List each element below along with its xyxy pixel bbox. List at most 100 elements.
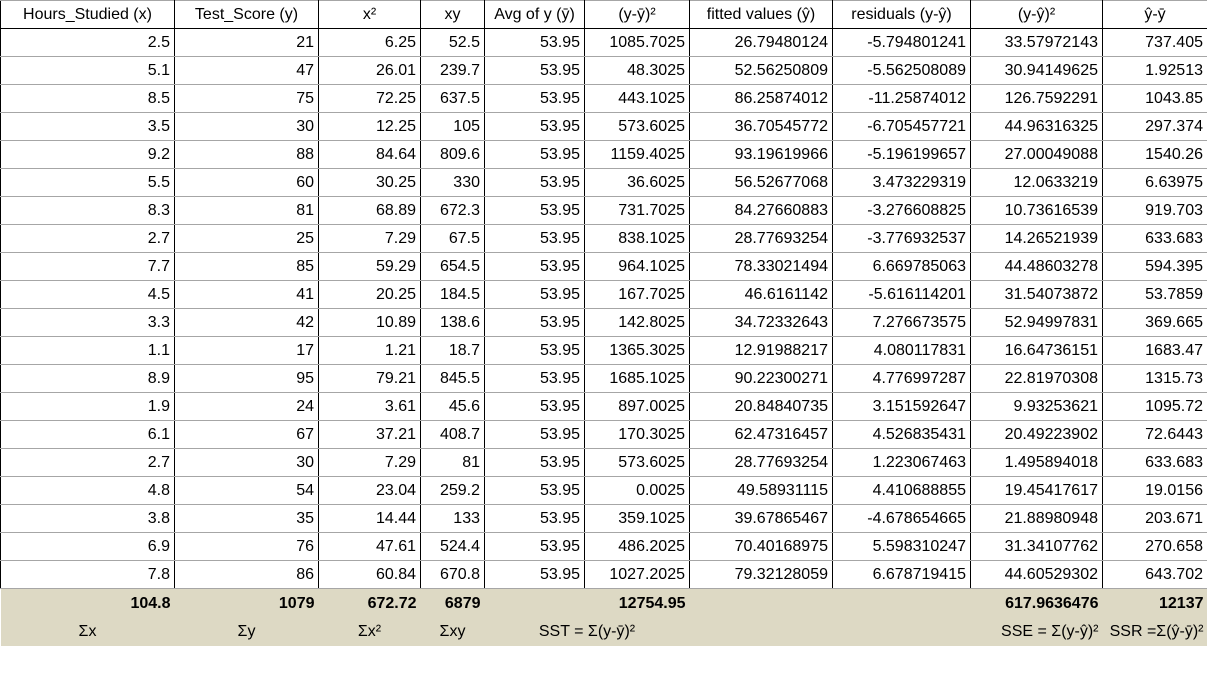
label-sum-xy[interactable]: Σxy bbox=[420, 618, 485, 646]
cell-fitted-minus-mean[interactable]: 633.683 bbox=[1102, 448, 1207, 477]
cell-fitted-value[interactable]: 34.72332643 bbox=[689, 308, 833, 337]
cell-hours-studied[interactable]: 6.9 bbox=[0, 532, 175, 561]
cell-hours-studied[interactable]: 6.1 bbox=[0, 420, 175, 449]
cell-avg-y[interactable]: 53.95 bbox=[484, 308, 585, 337]
cell-fitted-minus-mean[interactable]: 270.658 bbox=[1102, 532, 1207, 561]
cell-fitted-value[interactable]: 12.91988217 bbox=[689, 336, 833, 365]
cell-avg-y[interactable]: 53.95 bbox=[484, 196, 585, 225]
cell-fitted-value[interactable]: 90.22300271 bbox=[689, 364, 833, 393]
cell-residual-sq[interactable]: 52.94997831 bbox=[970, 308, 1103, 337]
cell-residual[interactable]: -4.678654665 bbox=[832, 504, 971, 533]
cell-avg-y[interactable]: 53.95 bbox=[484, 420, 585, 449]
total-empty-1[interactable] bbox=[484, 588, 585, 619]
total-empty-3[interactable] bbox=[832, 588, 971, 619]
cell-x-squared[interactable]: 14.44 bbox=[318, 504, 421, 533]
cell-hours-studied[interactable]: 5.5 bbox=[0, 168, 175, 197]
cell-test-score[interactable]: 25 bbox=[174, 224, 319, 253]
cell-test-score[interactable]: 76 bbox=[174, 532, 319, 561]
cell-test-score[interactable]: 21 bbox=[174, 28, 319, 57]
cell-residual-sq[interactable]: 12.0633219 bbox=[970, 168, 1103, 197]
header-fitted-values[interactable]: fitted values (ŷ) bbox=[689, 0, 833, 29]
cell-residual[interactable]: 4.080117831 bbox=[832, 336, 971, 365]
cell-residual[interactable]: -3.776932537 bbox=[832, 224, 971, 253]
cell-fitted-minus-mean[interactable]: 643.702 bbox=[1102, 560, 1207, 589]
header-avg-y[interactable]: Avg of y (ȳ) bbox=[484, 0, 585, 29]
label-sum-x[interactable]: Σx bbox=[0, 618, 175, 646]
header-y-minus-mean-sq[interactable]: (y-ȳ)² bbox=[584, 0, 690, 29]
cell-y-minus-mean-sq[interactable]: 142.8025 bbox=[584, 308, 690, 337]
cell-residual[interactable]: -3.276608825 bbox=[832, 196, 971, 225]
cell-fitted-minus-mean[interactable]: 6.63975 bbox=[1102, 168, 1207, 197]
cell-residual[interactable]: -5.794801241 bbox=[832, 28, 971, 57]
cell-residual[interactable]: 3.151592647 bbox=[832, 392, 971, 421]
cell-test-score[interactable]: 17 bbox=[174, 336, 319, 365]
cell-residual[interactable]: -6.705457721 bbox=[832, 112, 971, 141]
cell-residual-sq[interactable]: 21.88980948 bbox=[970, 504, 1103, 533]
cell-fitted-value[interactable]: 62.47316457 bbox=[689, 420, 833, 449]
cell-fitted-value[interactable]: 49.58931115 bbox=[689, 476, 833, 505]
cell-hours-studied[interactable]: 1.9 bbox=[0, 392, 175, 421]
cell-residual-sq[interactable]: 31.34107762 bbox=[970, 532, 1103, 561]
cell-fitted-minus-mean[interactable]: 1043.85 bbox=[1102, 84, 1207, 113]
header-hours-studied[interactable]: Hours_Studied (x) bbox=[0, 0, 175, 29]
cell-fitted-minus-mean[interactable]: 919.703 bbox=[1102, 196, 1207, 225]
cell-y-minus-mean-sq[interactable]: 731.7025 bbox=[584, 196, 690, 225]
cell-residual-sq[interactable]: 19.45417617 bbox=[970, 476, 1103, 505]
cell-avg-y[interactable]: 53.95 bbox=[484, 56, 585, 85]
cell-hours-studied[interactable]: 7.8 bbox=[0, 560, 175, 589]
cell-hours-studied[interactable]: 4.5 bbox=[0, 280, 175, 309]
cell-fitted-value[interactable]: 28.77693254 bbox=[689, 224, 833, 253]
cell-xy[interactable]: 184.5 bbox=[420, 280, 485, 309]
cell-x-squared[interactable]: 7.29 bbox=[318, 224, 421, 253]
cell-x-squared[interactable]: 47.61 bbox=[318, 532, 421, 561]
cell-x-squared[interactable]: 20.25 bbox=[318, 280, 421, 309]
cell-avg-y[interactable]: 53.95 bbox=[484, 84, 585, 113]
cell-test-score[interactable]: 67 bbox=[174, 420, 319, 449]
header-xy[interactable]: xy bbox=[420, 0, 485, 29]
cell-hours-studied[interactable]: 8.3 bbox=[0, 196, 175, 225]
cell-xy[interactable]: 239.7 bbox=[420, 56, 485, 85]
cell-y-minus-mean-sq[interactable]: 964.1025 bbox=[584, 252, 690, 281]
cell-hours-studied[interactable]: 3.3 bbox=[0, 308, 175, 337]
cell-xy[interactable]: 18.7 bbox=[420, 336, 485, 365]
cell-residual-sq[interactable]: 44.60529302 bbox=[970, 560, 1103, 589]
cell-residual-sq[interactable]: 31.54073872 bbox=[970, 280, 1103, 309]
cell-residual[interactable]: 6.669785063 bbox=[832, 252, 971, 281]
cell-avg-y[interactable]: 53.95 bbox=[484, 280, 585, 309]
header-test-score[interactable]: Test_Score (y) bbox=[174, 0, 319, 29]
cell-xy[interactable]: 845.5 bbox=[420, 364, 485, 393]
cell-x-squared[interactable]: 23.04 bbox=[318, 476, 421, 505]
cell-x-squared[interactable]: 84.64 bbox=[318, 140, 421, 169]
label-sum-y[interactable]: Σy bbox=[174, 618, 319, 646]
cell-avg-y[interactable]: 53.95 bbox=[484, 28, 585, 57]
cell-y-minus-mean-sq[interactable]: 1685.1025 bbox=[584, 364, 690, 393]
cell-xy[interactable]: 81 bbox=[420, 448, 485, 477]
cell-y-minus-mean-sq[interactable]: 36.6025 bbox=[584, 168, 690, 197]
cell-fitted-value[interactable]: 26.79480124 bbox=[689, 28, 833, 57]
cell-x-squared[interactable]: 59.29 bbox=[318, 252, 421, 281]
header-fitted-minus-mean[interactable]: ŷ-ȳ bbox=[1102, 0, 1207, 29]
cell-avg-y[interactable]: 53.95 bbox=[484, 504, 585, 533]
cell-residual[interactable]: 4.776997287 bbox=[832, 364, 971, 393]
cell-x-squared[interactable]: 60.84 bbox=[318, 560, 421, 589]
cell-fitted-minus-mean[interactable]: 369.665 bbox=[1102, 308, 1207, 337]
cell-y-minus-mean-sq[interactable]: 170.3025 bbox=[584, 420, 690, 449]
cell-residual-sq[interactable]: 20.49223902 bbox=[970, 420, 1103, 449]
cell-fitted-value[interactable]: 84.27660883 bbox=[689, 196, 833, 225]
cell-residual-sq[interactable]: 9.93253621 bbox=[970, 392, 1103, 421]
label-empty-1[interactable] bbox=[689, 618, 833, 646]
cell-fitted-value[interactable]: 86.25874012 bbox=[689, 84, 833, 113]
cell-fitted-minus-mean[interactable]: 53.7859 bbox=[1102, 280, 1207, 309]
cell-y-minus-mean-sq[interactable]: 573.6025 bbox=[584, 448, 690, 477]
total-ssr[interactable]: 12137 bbox=[1102, 588, 1207, 619]
cell-residual-sq[interactable]: 44.96316325 bbox=[970, 112, 1103, 141]
cell-avg-y[interactable]: 53.95 bbox=[484, 448, 585, 477]
cell-fitted-minus-mean[interactable]: 1315.73 bbox=[1102, 364, 1207, 393]
cell-test-score[interactable]: 35 bbox=[174, 504, 319, 533]
cell-avg-y[interactable]: 53.95 bbox=[484, 140, 585, 169]
cell-test-score[interactable]: 88 bbox=[174, 140, 319, 169]
cell-test-score[interactable]: 60 bbox=[174, 168, 319, 197]
cell-xy[interactable]: 138.6 bbox=[420, 308, 485, 337]
cell-residual-sq[interactable]: 22.81970308 bbox=[970, 364, 1103, 393]
cell-xy[interactable]: 672.3 bbox=[420, 196, 485, 225]
